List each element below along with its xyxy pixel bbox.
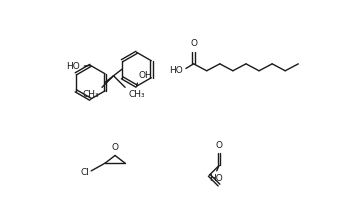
Text: CH₃: CH₃ — [128, 90, 145, 99]
Text: HO: HO — [209, 174, 223, 183]
Text: O: O — [215, 141, 223, 150]
Text: Cl: Cl — [80, 168, 89, 177]
Text: CH₃: CH₃ — [82, 90, 99, 99]
Text: HO: HO — [66, 62, 80, 71]
Text: HO: HO — [169, 65, 183, 75]
Text: O: O — [190, 39, 197, 48]
Text: O: O — [112, 143, 118, 152]
Text: OH: OH — [138, 71, 152, 80]
